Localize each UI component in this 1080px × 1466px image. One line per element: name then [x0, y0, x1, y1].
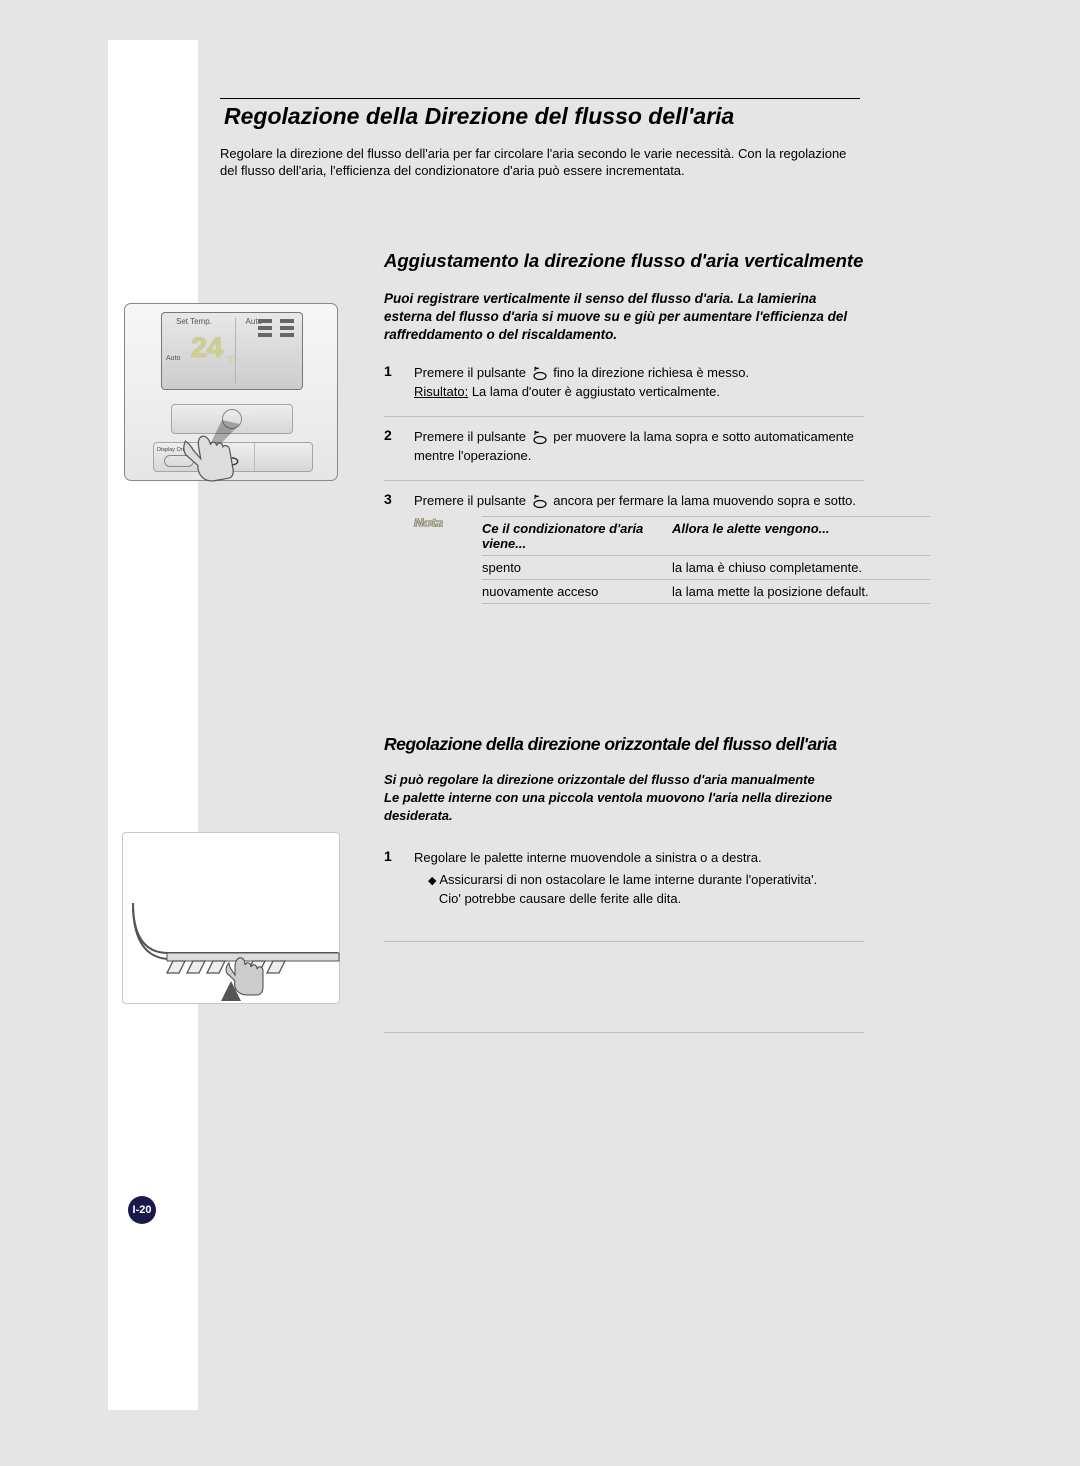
step-b1: 1 Regolare le palette interne muovendole… [384, 838, 864, 923]
remote-middle-row [171, 404, 293, 434]
page: Regolazione della Direzione del flusso d… [0, 0, 1080, 1466]
table-row: spento la lama è chiuso completamente. [482, 556, 930, 580]
nota-cell: spento [482, 556, 672, 580]
warning-bullet: ◆ Assicurarsi di non ostacolare le lame … [428, 871, 864, 909]
step-text: Premere il pulsante [414, 493, 530, 508]
section-b-heading: Regolazione della direzione orizzontale … [384, 724, 864, 755]
temp-value: 24 [190, 333, 222, 367]
step-number: 3 [384, 491, 414, 511]
swing-button-icon [532, 493, 548, 509]
nota-col1-header: Ce il condizionatore d'aria viene... [482, 517, 672, 556]
page-title: Regolazione della Direzione del flusso d… [224, 103, 860, 130]
divider [384, 941, 864, 942]
table-row: Ce il condizionatore d'aria viene... All… [482, 517, 930, 556]
nota-cell: la lama mette la posizione default. [672, 580, 930, 604]
hand-icon [170, 425, 240, 495]
step-body: Premere il pulsante fino la direzione ri… [414, 363, 864, 402]
fan-speed-icon [258, 319, 294, 340]
lcd-divider [235, 318, 236, 384]
nota-cell: nuovamente acceso [482, 580, 672, 604]
nota-cell: la lama è chiuso completamente. [672, 556, 930, 580]
subhead-line: Le palette interne con una piccola vento… [384, 790, 832, 823]
step-text: Premere il pulsante [414, 429, 530, 444]
step-body: Premere il pulsante per muovere la lama … [414, 427, 864, 466]
section-b-heading-text: Regolazione della direzione orizzontale … [384, 734, 837, 754]
page-number-badge: I-20 [128, 1196, 156, 1224]
subhead-line: Si può regolare la direzione orizzontale… [384, 772, 815, 787]
bullet-text: Assicurarsi di non ostacolare le lame in… [439, 872, 817, 887]
nota-block: Ce il condizionatore d'aria viene... All… [452, 516, 864, 604]
page-number: I-20 [133, 1204, 152, 1216]
auto-label: Auto [166, 355, 180, 362]
intro-paragraph: Regolare la direzione del flusso dell'ar… [220, 146, 850, 180]
section-horizontal: Regolazione della direzione orizzontale … [384, 724, 864, 1033]
swing-button-icon [532, 365, 548, 381]
step-number: 2 [384, 427, 414, 466]
swing-button-icon [532, 429, 548, 445]
temp-unit: °C [225, 355, 236, 366]
result-text: La lama d'outer è aggiustato verticalmen… [472, 384, 720, 399]
section-vertical: Aggiustamento la direzione flusso d'aria… [384, 240, 864, 604]
section-a-heading: Aggiustamento la direzione flusso d'aria… [384, 240, 864, 272]
nota-col2-header: Allora le alette vengono... [672, 517, 930, 556]
step-2: 2 Premere il pulsante per muovere la lam… [384, 417, 864, 481]
step-number: 1 [384, 848, 414, 909]
diamond-icon: ◆ [428, 875, 436, 887]
section-a-subheading: Puoi registrare verticalmente il senso d… [384, 290, 864, 345]
step-text: fino la direzione richiesa è messo. [553, 365, 749, 380]
step-body: Regolare le palette interne muovendole a… [414, 848, 864, 909]
ac-unit-diagram [122, 832, 340, 1004]
section-a-heading-text: Aggiustamento la direzione flusso d'aria… [384, 250, 863, 271]
nota-table: Ce il condizionatore d'aria viene... All… [482, 516, 930, 604]
remote-lcd: Set Temp. Auto Auto 24 °C [161, 312, 303, 390]
result-label: Risultato: [414, 384, 468, 399]
section-b-subheading: Si può regolare la direzione orizzontale… [384, 771, 864, 826]
step-text: Premere il pulsante [414, 365, 530, 380]
step-text: ancora per fermare la lama muovendo sopr… [553, 493, 856, 508]
title-bar: Regolazione della Direzione del flusso d… [220, 98, 860, 132]
step-3: 3 Premere il pulsante ancora per fermare… [384, 481, 864, 511]
divider [384, 1032, 864, 1033]
nota-label: Nota [414, 515, 443, 530]
table-row: nuovamente acceso la lama mette la posiz… [482, 580, 930, 604]
steps-list: 1 Premere il pulsante fino la direzione … [384, 353, 864, 605]
step-number: 1 [384, 363, 414, 402]
step-body: Premere il pulsante ancora per fermare l… [414, 491, 864, 511]
step-text: Regolare le palette interne muovendole a… [414, 850, 762, 865]
bullet-text: Cio' potrebbe causare delle ferite alle … [439, 891, 681, 906]
set-temp-label: Set Temp. [176, 317, 212, 326]
step-1: 1 Premere il pulsante fino la direzione … [384, 353, 864, 417]
divider [254, 443, 255, 471]
